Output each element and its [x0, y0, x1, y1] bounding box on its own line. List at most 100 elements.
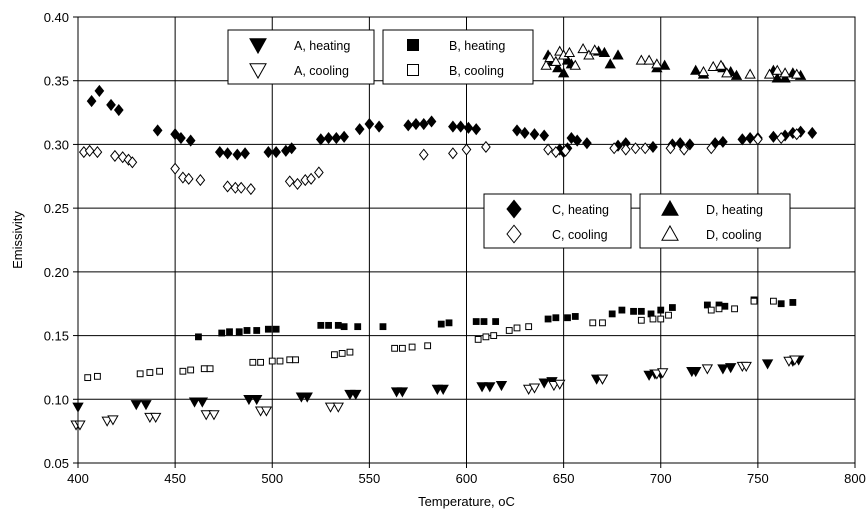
point-b-heating	[325, 321, 332, 329]
point-c-cooling	[753, 133, 763, 146]
point-c-heating	[572, 134, 583, 147]
point-c-heating	[106, 98, 116, 111]
legend-label: B, cooling	[449, 64, 504, 78]
point-a-cooling	[528, 383, 541, 394]
point-b-cooling	[715, 305, 723, 313]
point-c-heating	[519, 126, 530, 140]
point-c-heating	[94, 84, 105, 97]
point-b-cooling	[398, 344, 406, 352]
legend-marker	[249, 63, 267, 80]
point-d-heating	[604, 58, 616, 69]
point-c-heating	[745, 132, 755, 145]
point-d-heating	[557, 67, 570, 78]
point-d-cooling	[744, 68, 756, 79]
point-c-heating	[512, 124, 522, 137]
point-c-cooling	[665, 142, 676, 155]
point-a-heating	[140, 400, 152, 411]
point-c-heating	[768, 130, 779, 143]
point-a-heating	[690, 366, 702, 378]
point-c-heating	[374, 120, 384, 133]
legend-marker	[506, 224, 522, 244]
point-c-heating	[455, 120, 466, 133]
x-tick-label: 600	[456, 471, 478, 486]
point-a-cooling	[554, 379, 566, 390]
point-c-heating	[648, 140, 658, 154]
point-d-heating	[771, 72, 783, 83]
point-b-cooling	[731, 305, 738, 313]
point-a-heating	[130, 400, 142, 411]
point-b-cooling	[286, 356, 294, 364]
legend-label: D, cooling	[706, 228, 762, 242]
point-a-cooling	[324, 402, 337, 413]
point-d-heating	[612, 49, 624, 60]
y-tick-label: 0.40	[44, 10, 69, 25]
point-d-cooling	[721, 67, 733, 78]
point-b-cooling	[525, 323, 533, 331]
point-b-heating	[243, 327, 251, 334]
point-b-cooling	[146, 369, 154, 376]
point-c-heating	[582, 137, 592, 150]
point-c-heating	[737, 133, 748, 146]
point-a-cooling	[657, 368, 669, 379]
point-d-cooling	[540, 59, 552, 70]
point-a-heating	[724, 363, 737, 374]
point-b-cooling	[589, 319, 597, 327]
point-b-cooling	[257, 358, 264, 366]
point-d-cooling	[569, 59, 581, 70]
point-b-heating	[334, 321, 342, 329]
point-a-cooling	[332, 402, 344, 413]
point-b-cooling	[346, 348, 354, 356]
point-b-cooling	[338, 350, 346, 357]
point-c-heating	[286, 142, 297, 155]
x-tick-label: 500	[261, 471, 283, 486]
point-b-heating	[264, 325, 272, 333]
point-c-cooling	[92, 146, 103, 159]
point-b-cooling	[84, 374, 92, 382]
point-b-cooling	[156, 367, 163, 375]
point-c-cooling	[418, 148, 429, 161]
point-c-heating	[539, 129, 550, 142]
point-a-cooling	[596, 374, 609, 385]
legend-c-d: C, heating D, heating C, cooling D, cooling	[483, 193, 791, 249]
point-c-heating	[263, 146, 274, 159]
point-b-cooling	[179, 367, 187, 375]
point-c-cooling	[481, 140, 491, 154]
point-b-cooling	[391, 344, 399, 352]
point-c-heating	[315, 133, 326, 146]
point-d-cooling	[771, 64, 783, 75]
point-c-cooling	[222, 180, 233, 193]
point-b-heating	[669, 304, 676, 311]
point-c-heating	[152, 124, 163, 137]
point-b-heating	[703, 301, 711, 309]
x-axis-label: Temperature, oC	[418, 494, 515, 509]
legend-label: C, heating	[552, 203, 609, 217]
point-c-heating	[222, 147, 233, 160]
point-c-heating	[240, 147, 250, 160]
point-b-cooling	[474, 335, 482, 343]
point-b-cooling	[637, 316, 645, 324]
point-b-heating	[253, 327, 261, 334]
point-b-heating	[618, 306, 626, 314]
point-d-cooling	[779, 67, 791, 78]
point-b-heating	[445, 319, 453, 327]
point-d-cooling	[707, 60, 719, 71]
y-tick-label: 0.15	[44, 329, 69, 344]
point-a-cooling	[740, 361, 752, 373]
point-d-cooling	[715, 59, 727, 70]
point-c-heating	[339, 130, 349, 143]
point-d-cooling	[763, 68, 776, 79]
point-b-heating	[437, 320, 445, 328]
point-b-cooling	[206, 365, 214, 373]
legend-marker	[661, 224, 679, 241]
point-b-heating	[272, 325, 280, 333]
point-c-heating	[463, 121, 474, 134]
point-a-cooling	[107, 415, 119, 426]
point-a-heating	[538, 378, 550, 389]
y-tick-label: 0.25	[44, 201, 69, 216]
legend-box	[639, 193, 791, 249]
y-axis-label: Emissivity	[10, 211, 25, 269]
point-d-heating	[690, 64, 702, 75]
point-b-heating	[630, 307, 637, 315]
point-d-cooling	[635, 54, 648, 65]
